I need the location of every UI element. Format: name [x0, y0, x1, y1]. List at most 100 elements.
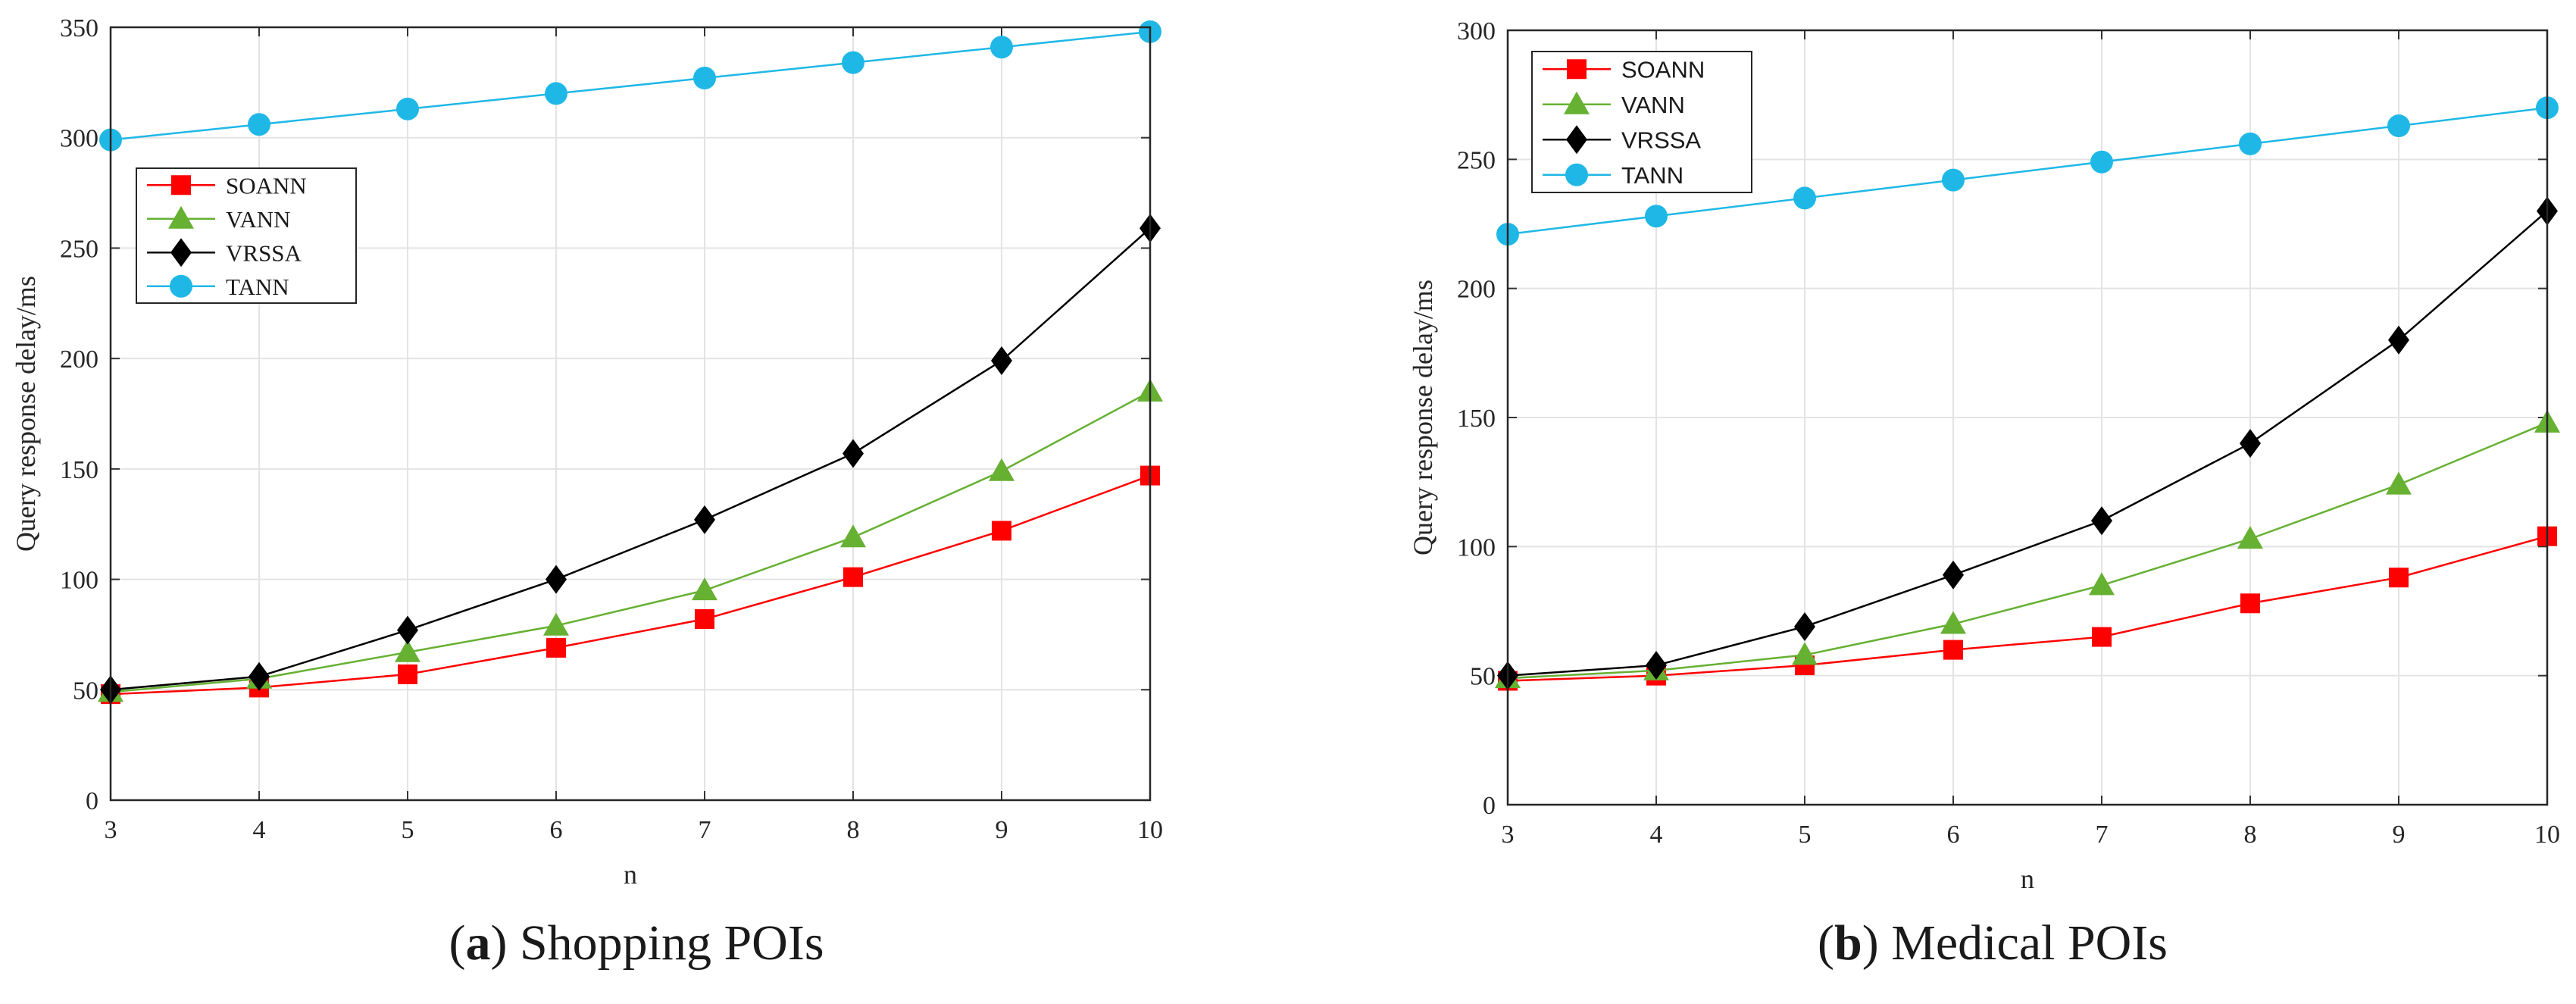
series-line [110, 30, 1151, 141]
x-tick-label: 10 [1137, 816, 1163, 844]
plot-border [1506, 29, 2549, 806]
x-tick-label: 6 [550, 816, 563, 844]
y-tick-label: 300 [1457, 17, 1496, 45]
legend-label: TANN [226, 274, 289, 300]
data-point [694, 505, 715, 534]
data-point [1646, 651, 1667, 680]
series-line [1507, 535, 2548, 682]
series-line [1507, 210, 2548, 677]
series-line [110, 474, 1151, 696]
data-point [989, 458, 1014, 481]
y-tick-label: 200 [60, 346, 98, 374]
caption-open: ( [449, 915, 466, 971]
caption-open: ( [1818, 915, 1834, 971]
data-point [2239, 132, 2262, 155]
x-axis-label: n [624, 859, 637, 890]
data-point [695, 609, 714, 630]
x-tick-label: 6 [1947, 821, 1960, 849]
data-point [545, 82, 567, 105]
series-line [110, 390, 1151, 693]
legend-label: TANN [1621, 162, 1683, 189]
caption-text: Medical POIs [1878, 915, 2168, 971]
y-tick-label: 100 [1457, 533, 1496, 561]
data-point [543, 612, 569, 636]
caption-shopping-pois: (a) Shopping POIs [30, 909, 1243, 977]
x-tick-label: 8 [847, 816, 860, 844]
data-point [546, 565, 567, 594]
x-tick-label: 7 [2096, 821, 2109, 849]
plot-border [109, 26, 1152, 802]
x-tick-label: 4 [253, 816, 266, 844]
caption-text: Shopping POIs [507, 915, 824, 971]
legend-marker [1565, 163, 1588, 186]
caption-medical-pois: (b) Medical POIs [1386, 909, 2576, 977]
legend-marker [1566, 125, 1587, 155]
legend-label: VANN [1621, 92, 1685, 118]
y-tick-label: 150 [1457, 405, 1496, 433]
legend-marker [171, 175, 191, 195]
caption-close: ) [490, 915, 508, 971]
plot-area [111, 27, 1150, 800]
x-tick-label: 4 [1650, 821, 1663, 849]
x-axis-label: n [2021, 864, 2034, 894]
data-point [990, 36, 1013, 59]
legend-marker [1567, 59, 1587, 80]
legend-label: SOANN [226, 172, 307, 199]
y-tick-label: 200 [1457, 276, 1496, 304]
data-point [843, 567, 863, 587]
series-line [1507, 106, 2548, 236]
caption-label: a [465, 915, 491, 971]
series-line [1507, 421, 2548, 680]
data-point [1793, 186, 1816, 210]
y-tick-label: 250 [1457, 146, 1496, 174]
data-point [2386, 471, 2412, 495]
data-point [2090, 150, 2113, 174]
data-point [2387, 114, 2410, 138]
legend-marker [170, 274, 192, 298]
data-point [2240, 593, 2260, 614]
x-tick-label: 3 [105, 816, 117, 844]
data-point [248, 113, 270, 136]
x-tick-label: 3 [1502, 821, 1515, 849]
data-point [693, 67, 716, 90]
data-point [2237, 526, 2263, 549]
series-vann [1495, 409, 2560, 689]
data-point [1794, 611, 1815, 641]
x-tick-label: 9 [996, 816, 1008, 844]
y-tick-label: 250 [60, 235, 98, 263]
legend-label: VRSSA [1621, 127, 1701, 153]
x-tick-label: 5 [1799, 821, 1812, 849]
series-vrssa [1497, 196, 2558, 690]
y-axis-label: Query response delay/ms [11, 276, 41, 552]
y-tick-label: 50 [73, 677, 98, 705]
data-point [1943, 560, 1964, 590]
data-point [692, 577, 717, 601]
series-line [110, 227, 1151, 691]
x-tick-label: 9 [2393, 821, 2406, 849]
legend-label: VANN [226, 206, 291, 233]
data-point [398, 664, 417, 684]
legend-label: VRSSA [226, 239, 302, 266]
data-point [1645, 205, 1668, 228]
data-point [546, 637, 566, 658]
caption-close: ) [1862, 915, 1879, 971]
legend-marker [1564, 91, 1590, 114]
caption-label: b [1834, 915, 1862, 971]
legend-marker [168, 205, 194, 229]
data-point [2388, 325, 2409, 355]
x-tick-label: 8 [2244, 821, 2257, 849]
x-tick-label: 10 [2534, 821, 2560, 849]
legend-marker [170, 238, 192, 267]
data-point [249, 662, 270, 691]
data-point [2091, 506, 2112, 536]
data-point [992, 521, 1011, 541]
legend-label: SOANN [1621, 56, 1705, 83]
data-point [1792, 642, 1818, 665]
data-point [1940, 611, 1966, 634]
data-point [396, 97, 419, 120]
data-point [1943, 640, 1963, 660]
y-tick-label: 100 [60, 567, 98, 595]
data-point [1942, 168, 1965, 192]
